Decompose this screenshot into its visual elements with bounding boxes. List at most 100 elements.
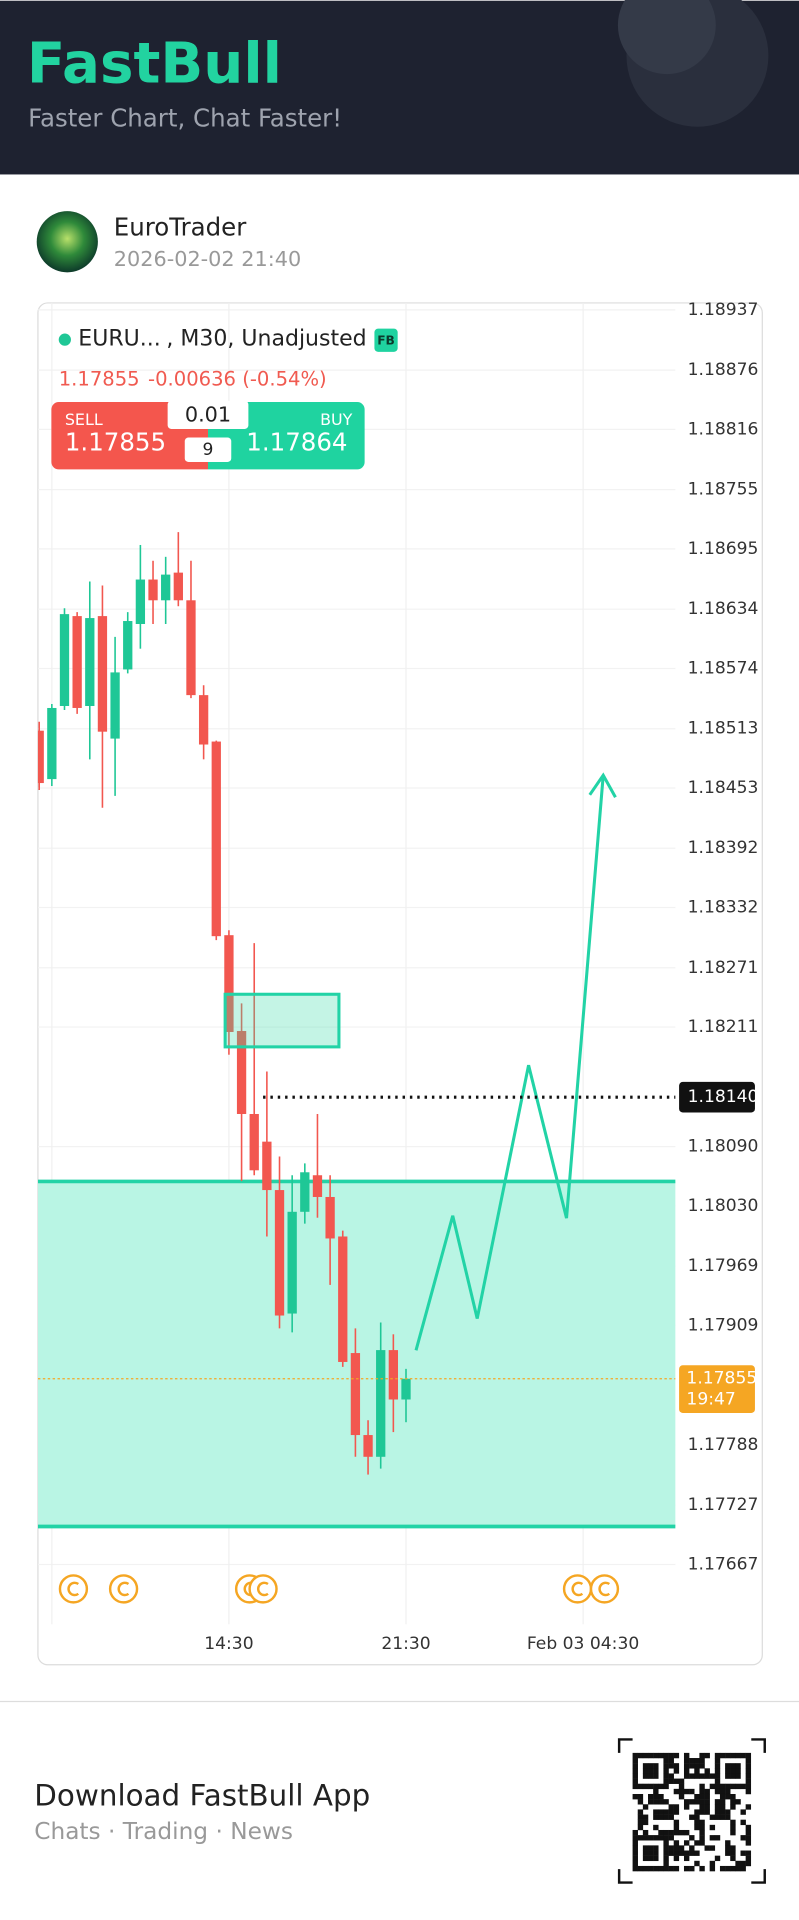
symbol[interactable]: EURU... [78, 327, 160, 352]
qr-cell [637, 1799, 644, 1805]
qr-cell [683, 1865, 690, 1872]
qr-cell [725, 1845, 731, 1851]
qr-cell [730, 1768, 736, 1774]
qr-cell [740, 1850, 746, 1856]
qr-cell [653, 1752, 659, 1759]
qr-cell [709, 1773, 716, 1779]
qr-cell [699, 1799, 705, 1805]
qr-cell [730, 1824, 736, 1831]
qr-cell [663, 1783, 669, 1790]
qr-cell [694, 1824, 700, 1831]
qr-cell [658, 1799, 664, 1805]
qr-cell [632, 1845, 638, 1851]
qr-cell [637, 1824, 644, 1831]
qr-cell [673, 1840, 680, 1846]
qr-cell [632, 1860, 638, 1867]
qr-cell [740, 1865, 746, 1872]
qr-cell [689, 1850, 695, 1856]
candle-body [148, 579, 158, 601]
chart-info: , M30, Unadjusted [166, 327, 366, 352]
countdown: 19:47 [686, 1390, 735, 1410]
qr-cell [745, 1752, 752, 1759]
qr-cell [632, 1855, 638, 1862]
arrow-head [588, 772, 617, 799]
qr-cell [694, 1763, 700, 1769]
qr-cell [653, 1835, 659, 1841]
qr-cell [648, 1752, 654, 1759]
badge [374, 328, 398, 352]
qr-cell [725, 1850, 731, 1856]
qr-cell [648, 1855, 654, 1862]
qr-cell [648, 1845, 654, 1851]
event-icon [589, 1574, 620, 1604]
qr-cell [673, 1809, 680, 1815]
author[interactable]: EuroTrader [114, 212, 247, 241]
avatar[interactable] [36, 211, 98, 273]
qr-cell [714, 1752, 721, 1759]
qr-cell [725, 1768, 731, 1774]
forecast-path [414, 775, 605, 1351]
qr-cell [642, 1814, 649, 1820]
candle-body [388, 1350, 399, 1400]
y-tick-label: 1.18816 [688, 419, 759, 439]
qr-cell [653, 1773, 659, 1779]
qr-cell [745, 1768, 752, 1774]
qr-cell [642, 1850, 649, 1856]
qr-cell [730, 1819, 736, 1826]
qr-cell [678, 1783, 685, 1790]
candle-body [97, 616, 108, 732]
qr-cell [653, 1850, 659, 1856]
price-tag-label: 1.18140 [688, 1087, 759, 1107]
qr-cell [658, 1752, 664, 1759]
qr-cell [719, 1804, 726, 1810]
qr-cell [658, 1814, 664, 1820]
candle-body [110, 672, 120, 739]
footer-title[interactable]: Download FastBull App [34, 1778, 370, 1812]
qr-cell [678, 1793, 685, 1800]
qr-cell [699, 1865, 705, 1872]
candle-body [300, 1172, 310, 1212]
qr-cell [642, 1804, 649, 1810]
qr-cell [709, 1845, 716, 1851]
qr-cell [637, 1793, 644, 1800]
qr-cell [678, 1829, 685, 1836]
lot-box[interactable] [167, 400, 249, 429]
qr-cell [699, 1804, 705, 1810]
qr-cell [745, 1829, 752, 1836]
qr-cell [725, 1809, 731, 1815]
event-icon [598, 1581, 611, 1597]
status-dot [58, 333, 71, 346]
qr-cell [740, 1752, 746, 1759]
qr-cell [668, 1835, 674, 1841]
qr-cell [632, 1783, 638, 1790]
qr-cell [735, 1763, 741, 1769]
qr-cell [663, 1840, 669, 1846]
qr-cell [673, 1850, 680, 1856]
qr-cell [668, 1814, 674, 1820]
qr-cell [745, 1850, 752, 1856]
qr-cell [637, 1819, 644, 1826]
y-tick-label: 1.17909 [688, 1315, 759, 1335]
qr-cell [709, 1824, 716, 1831]
qr-cell [689, 1799, 695, 1805]
qr-cell [709, 1860, 716, 1867]
qr-cell [668, 1758, 674, 1764]
qr-cell [745, 1783, 752, 1790]
qr-cell [653, 1793, 659, 1800]
qr-cell [637, 1865, 644, 1872]
event-icon [117, 1581, 130, 1597]
qr-cell [642, 1752, 649, 1759]
qr-cell [719, 1799, 726, 1805]
qr-cell [745, 1763, 752, 1769]
qr-cell [745, 1860, 752, 1867]
qr-cell [658, 1793, 664, 1800]
qr-cell [725, 1773, 731, 1779]
qr-cell [668, 1773, 674, 1779]
qr-cell [699, 1788, 705, 1795]
y-tick-label: 1.18634 [688, 599, 759, 619]
qr-cell [642, 1819, 649, 1826]
event-icon [571, 1581, 584, 1597]
qr-cell [694, 1799, 700, 1805]
qr-cell [730, 1850, 736, 1856]
qr-cell [740, 1783, 746, 1790]
